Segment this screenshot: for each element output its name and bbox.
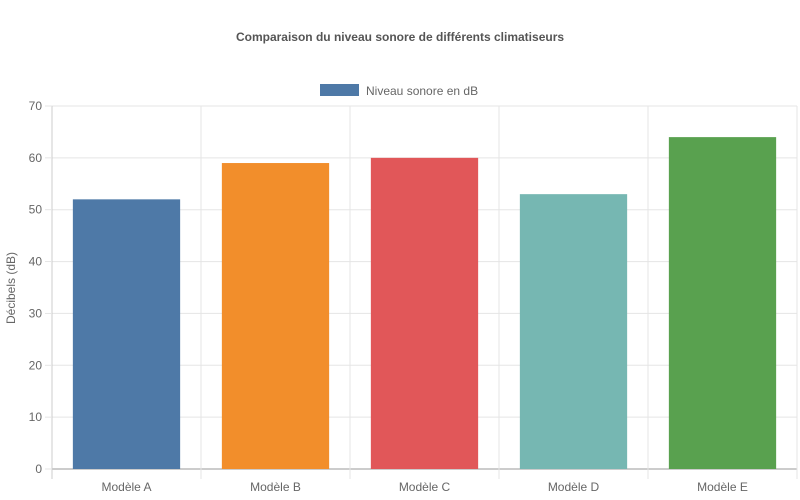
y-axis-ticks: 0 10 20 30 40 50 60 70 bbox=[29, 99, 52, 476]
y-tick-label: 50 bbox=[29, 203, 43, 217]
bar-3[interactable] bbox=[370, 157, 479, 469]
bar-1[interactable] bbox=[72, 199, 181, 470]
bars bbox=[72, 137, 777, 470]
y-tick-label: 0 bbox=[35, 462, 42, 476]
y-tick-label: 70 bbox=[29, 99, 43, 113]
chart-title: Comparaison du niveau sonore de différen… bbox=[236, 30, 564, 44]
y-tick-label: 60 bbox=[29, 151, 43, 165]
x-axis-ticks: Modèle A Modèle B Modèle C Modèle D Modèle E bbox=[101, 480, 747, 494]
y-tick-label: 20 bbox=[29, 358, 43, 372]
legend-label: Niveau sonore en dB bbox=[366, 84, 478, 98]
x-tick-label: Modèle A bbox=[101, 480, 151, 494]
y-tick-label: 30 bbox=[29, 306, 43, 320]
y-tick-label: 40 bbox=[29, 255, 43, 269]
x-tick-label: Modèle B bbox=[250, 480, 301, 494]
x-tick-label: Modèle C bbox=[399, 480, 451, 494]
x-tick-label: Modèle D bbox=[548, 480, 600, 494]
legend[interactable]: Niveau sonore en dB bbox=[320, 84, 478, 98]
y-axis-title: Décibels (dB) bbox=[4, 252, 18, 324]
x-tick-label: Modèle E bbox=[697, 480, 748, 494]
bar-2[interactable] bbox=[221, 163, 330, 470]
bar-5[interactable] bbox=[668, 137, 777, 469]
legend-swatch bbox=[320, 84, 359, 96]
y-tick-label: 10 bbox=[29, 410, 43, 424]
bar-4[interactable] bbox=[519, 194, 628, 469]
